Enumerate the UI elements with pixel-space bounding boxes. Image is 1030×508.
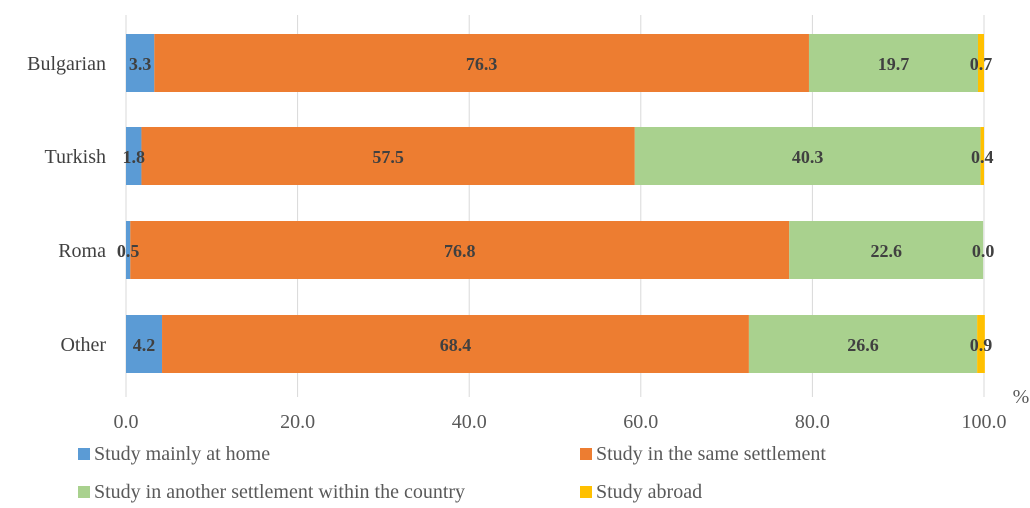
x-tick-label: 80.0 xyxy=(795,411,830,433)
data-label: 0.7 xyxy=(970,54,993,74)
bar-segment xyxy=(977,34,984,92)
legend-swatch xyxy=(580,448,592,460)
data-label: 0.0 xyxy=(972,241,995,261)
x-tick-label: 100.0 xyxy=(962,411,1007,433)
category-label: Bulgarian xyxy=(27,53,106,75)
legend-swatch xyxy=(78,486,90,498)
bar-segment xyxy=(634,127,981,185)
bar-segment xyxy=(126,221,131,279)
data-label: 40.3 xyxy=(792,147,824,167)
legend-swatch xyxy=(78,448,90,460)
category-label: Turkish xyxy=(44,146,106,168)
legend-label: Study in the same settlement xyxy=(596,443,826,465)
x-tick-label: 60.0 xyxy=(623,411,658,433)
data-label: 22.6 xyxy=(870,241,902,261)
bar-segment xyxy=(808,34,978,92)
legend-label: Study mainly at home xyxy=(94,443,270,465)
category-label: Roma xyxy=(58,240,106,262)
data-label: 3.3 xyxy=(129,54,152,74)
x-axis-unit: % xyxy=(1013,386,1030,408)
data-label: 76.8 xyxy=(444,241,476,261)
bar-segment xyxy=(126,34,155,92)
data-label: 26.6 xyxy=(847,335,879,355)
data-label: 0.9 xyxy=(970,335,993,355)
x-tick-labels: 0.0 20.0 40.0 60.0 80.0 100.0 xyxy=(114,411,1007,433)
data-label: 0.4 xyxy=(971,147,994,167)
data-label: 76.3 xyxy=(466,54,498,74)
legend-swatch xyxy=(580,486,592,498)
data-label: 4.2 xyxy=(133,335,156,355)
legend: Study mainly at home Study in the same se… xyxy=(78,443,826,503)
bar-segment xyxy=(154,34,809,92)
bar-segment xyxy=(126,315,163,373)
bar-segment xyxy=(977,315,985,373)
bar-segment xyxy=(126,127,142,185)
x-tick-label: 40.0 xyxy=(452,411,487,433)
data-label: 1.8 xyxy=(122,147,145,167)
data-label: 19.7 xyxy=(878,54,910,74)
bar-segment xyxy=(789,221,984,279)
category-label: Other xyxy=(60,334,106,356)
bar-segment xyxy=(130,221,790,279)
x-tick-label: 0.0 xyxy=(114,411,139,433)
bar-segment xyxy=(980,127,984,185)
data-label: 68.4 xyxy=(440,335,472,355)
data-label: 0.5 xyxy=(117,241,140,261)
bars xyxy=(126,34,985,373)
data-labels: 3.3 76.3 19.7 0.7 1.8 57.5 40.3 0.4 0.5 76.8 22.6 0… xyxy=(117,54,994,355)
legend-label: Study in another settlement within the c… xyxy=(94,481,465,503)
category-labels: Bulgarian Turkish Roma Other xyxy=(27,53,106,356)
bar-segment xyxy=(141,127,635,185)
bar-segment xyxy=(748,315,978,373)
legend-label: Study abroad xyxy=(596,481,702,503)
data-label: 57.5 xyxy=(372,147,404,167)
bar-segment xyxy=(162,315,749,373)
x-tick-label: 20.0 xyxy=(280,411,315,433)
